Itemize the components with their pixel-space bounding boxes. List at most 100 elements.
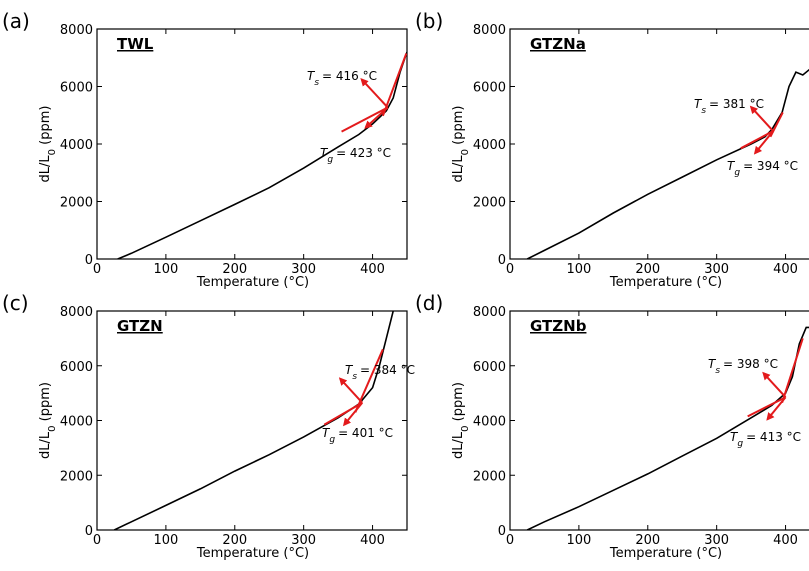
- series-line: [526, 326, 809, 530]
- y-tick-label: 0: [85, 524, 93, 539]
- plot-area: [113, 311, 394, 530]
- y-axis-label-sub: 0: [47, 425, 58, 431]
- x-tick-label: 400: [773, 262, 798, 277]
- x-tick-label: 0: [93, 262, 101, 277]
- y-axis-label: dL/L0 (ppm): [38, 106, 58, 183]
- annotation-sub: s: [314, 78, 319, 88]
- x-axis-label: Temperature (°C): [196, 546, 309, 561]
- plot-frame: [509, 28, 809, 260]
- annotation-value: = 394 °C: [743, 159, 798, 173]
- x-tick-label: 0: [506, 262, 514, 277]
- y-tick-label: 6000: [473, 360, 506, 375]
- chart-title: GTZNb: [530, 317, 587, 335]
- series-line: [113, 311, 394, 530]
- annotation-sub: s: [715, 366, 720, 376]
- tg-arrow: [364, 106, 389, 129]
- chart-title: GTZNa: [530, 35, 586, 53]
- ts-arrow: [762, 371, 787, 398]
- y-tick-label: 0: [498, 524, 506, 539]
- x-axis-label: Temperature (°C): [609, 275, 722, 290]
- y-tick-label: 4000: [473, 415, 506, 430]
- ts-annotation: Ts = 384 °C: [345, 363, 415, 382]
- annotation-symbol: T: [345, 363, 354, 377]
- annotation-value: = 381 °C: [709, 97, 764, 111]
- x-tick-label: 100: [153, 533, 178, 548]
- annotation-sub: g: [329, 435, 335, 445]
- tg-arrow: [753, 130, 774, 155]
- tg-annotation: Tg = 394 °C: [727, 159, 798, 178]
- y-tick-label: 0: [85, 253, 93, 268]
- y-tick-label: 0: [498, 253, 506, 268]
- y-tick-label: 6000: [60, 360, 93, 375]
- panel-1: (a)0 100 200 300 40002000400060008000Tempera…: [2, 9, 408, 290]
- y-tick-label: 2000: [473, 469, 506, 484]
- fit-line: [747, 396, 787, 418]
- annotation-value: = 401 °C: [338, 426, 393, 440]
- annotation-value: = 413 °C: [746, 430, 801, 444]
- tg-arrow: [766, 396, 787, 421]
- y-tick-label: 8000: [473, 305, 506, 320]
- x-tick-label: 400: [773, 533, 798, 548]
- x-tick-label: 300: [291, 533, 316, 548]
- x-tick-label: 100: [153, 262, 178, 277]
- chart-title: GTZN: [117, 317, 163, 335]
- y-tick-label: 8000: [60, 305, 93, 320]
- panel-label: (c): [2, 291, 29, 315]
- x-tick-label: 0: [93, 533, 101, 548]
- x-tick-label: 200: [222, 262, 247, 277]
- y-axis-label-rest: (ppm): [38, 382, 53, 425]
- panel-2: (b)0 100 200 300 40002000400060008000Tempera…: [415, 9, 809, 290]
- y-tick-label: 2000: [60, 469, 93, 484]
- plot-frame: [509, 310, 809, 531]
- x-tick-label: 300: [704, 262, 729, 277]
- x-tick-label: 300: [704, 533, 729, 548]
- fit-line: [781, 338, 804, 404]
- x-tick-label: 300: [291, 262, 316, 277]
- x-axis-label: Temperature (°C): [609, 546, 722, 561]
- x-tick-label: 0: [506, 533, 514, 548]
- x-tick-label: 100: [566, 262, 591, 277]
- annotation-value: = 416 °C: [322, 69, 377, 83]
- annotation-sub: g: [734, 168, 740, 178]
- annotation-value: = 423 °C: [336, 146, 391, 160]
- y-tick-label: 8000: [60, 23, 93, 38]
- plot-frame: [96, 28, 408, 260]
- x-tick-label: 200: [222, 533, 247, 548]
- tg-annotation: Tg = 423 °C: [320, 146, 391, 165]
- series-line: [526, 68, 809, 259]
- chart-title: TWL: [117, 35, 154, 53]
- plot-area: [526, 326, 809, 530]
- ts-annotation: Ts = 381 °C: [694, 97, 764, 116]
- ts-annotation: Ts = 398 °C: [708, 357, 778, 376]
- y-tick-label: 6000: [60, 81, 93, 96]
- annotation-symbol: T: [320, 146, 329, 160]
- fit-line: [740, 130, 774, 150]
- y-tick-label: 8000: [473, 23, 506, 38]
- y-tick-label: 4000: [60, 415, 93, 430]
- annotation-sub: s: [352, 372, 357, 382]
- annotation-symbol: T: [708, 357, 717, 371]
- tg-arrow: [342, 402, 363, 427]
- x-tick-label: 400: [360, 262, 385, 277]
- annotation-symbol: T: [727, 159, 736, 173]
- ts-arrow: [338, 377, 363, 404]
- panel-4: (d)0 100 200 300 40002000400060008000Tempera…: [415, 291, 809, 561]
- y-axis-label-sub: 0: [460, 425, 471, 431]
- panel-label: (d): [415, 291, 443, 315]
- tg-annotation: Tg = 401 °C: [322, 426, 393, 445]
- y-tick-label: 4000: [473, 138, 506, 153]
- y-axis-label-sub: 0: [47, 149, 58, 155]
- y-axis-label: dL/L0 (ppm): [451, 382, 471, 459]
- annotation-value: = 384 °C: [360, 363, 415, 377]
- annotation-value: = 398 °C: [723, 357, 778, 371]
- y-tick-label: 2000: [60, 196, 93, 211]
- annotation-sub: g: [737, 439, 743, 449]
- fit-line: [323, 401, 363, 426]
- y-axis-label-sub: 0: [460, 149, 471, 155]
- fit-line: [341, 106, 389, 133]
- fit-line: [354, 348, 384, 413]
- y-axis-label-rest: (ppm): [451, 106, 466, 149]
- panel-label: (a): [2, 9, 30, 33]
- y-tick-label: 4000: [60, 138, 93, 153]
